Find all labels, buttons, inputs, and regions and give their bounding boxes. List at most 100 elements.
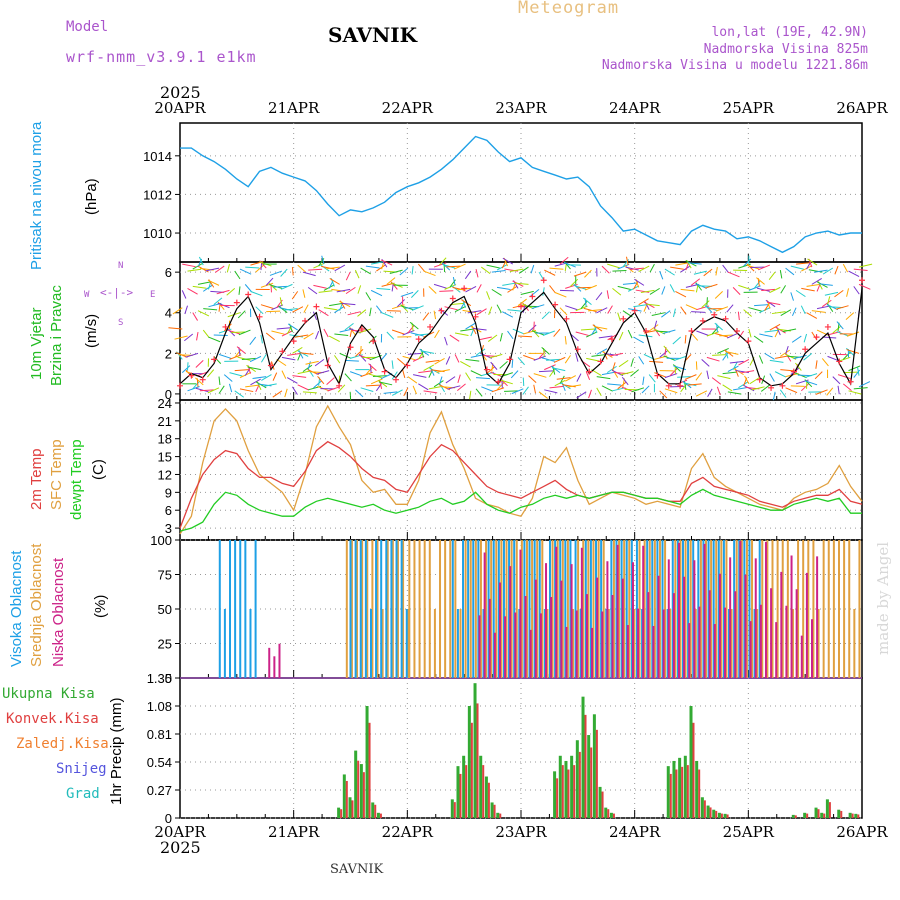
wind-arrow	[412, 385, 417, 395]
wind-arrow	[303, 304, 309, 313]
wind-arrow	[598, 335, 613, 339]
precip-conv-bar	[612, 813, 615, 818]
wind-arrow	[386, 331, 395, 340]
precip-bar	[365, 706, 369, 818]
wind-arrow	[785, 267, 795, 276]
wind-arrow	[407, 352, 422, 355]
wind-arrow	[184, 333, 194, 342]
wind-arrow	[717, 375, 731, 380]
precip-bar	[712, 809, 716, 818]
wind-arrow	[184, 305, 188, 315]
wind-arrow	[684, 374, 697, 380]
precip-bar	[359, 764, 363, 818]
wind-arrow	[813, 269, 828, 273]
wind-arrow	[596, 376, 611, 380]
wind-arrow	[814, 371, 823, 380]
wind-arrow	[460, 360, 471, 368]
wind-arrow	[803, 333, 808, 343]
wind-arrow	[507, 285, 518, 293]
wind-arrow	[749, 377, 760, 385]
wind-arrow	[607, 305, 613, 314]
wind-arrow	[570, 278, 579, 287]
wind-arrow	[732, 287, 741, 296]
wind-gust-mark	[483, 366, 490, 373]
wind-arrow	[400, 291, 414, 297]
wind-arrow	[328, 335, 340, 342]
wind-arrow	[457, 374, 461, 384]
wind-arrow	[769, 323, 781, 331]
wind-arrow	[617, 285, 631, 291]
wind-arrow	[491, 269, 506, 273]
precip-bar	[575, 740, 579, 818]
wind-arrow	[445, 376, 456, 384]
wind-gust-mark	[563, 315, 570, 322]
wind-arrow	[585, 371, 591, 380]
wind-arrow	[538, 271, 545, 281]
wind-arrow	[520, 290, 534, 296]
wind-arrow	[481, 266, 491, 275]
wind-arrow	[341, 302, 356, 306]
wind-gust-mark	[245, 291, 252, 298]
wind-arrow	[832, 325, 842, 334]
wind-arrow	[669, 367, 678, 376]
wind-arrow	[486, 291, 491, 300]
wind-arrow	[423, 270, 436, 277]
2m-temp-line	[179, 440, 863, 529]
wind-arrow	[207, 369, 215, 378]
x-label-top: 20APR	[154, 99, 206, 117]
wind-arrow	[549, 285, 556, 294]
sfc-temp-line	[179, 404, 863, 535]
wind-arrow	[263, 383, 277, 387]
wind-arrow	[369, 307, 372, 317]
precip-bar	[604, 807, 608, 818]
wind-arrow	[202, 329, 210, 338]
wind-arrow	[846, 349, 860, 354]
precip-conv-bar	[476, 703, 479, 818]
wind-arrow	[531, 304, 545, 309]
precip-conv-bar	[499, 813, 502, 818]
ytick-label-temperature: 21	[158, 414, 172, 429]
wind-arrow	[325, 266, 340, 270]
wind-arrow	[410, 332, 424, 337]
wind-arrow	[249, 355, 262, 363]
wind-gust-mark	[324, 362, 331, 369]
wind-arrow	[618, 331, 624, 341]
precip-conv-bar	[698, 769, 701, 818]
wind-gust-mark	[290, 338, 297, 345]
wind-arrow	[434, 329, 440, 339]
wind-arrow	[782, 328, 797, 333]
precip-bar	[581, 696, 585, 818]
wind-arrow	[517, 357, 525, 366]
wind-arrow	[321, 265, 335, 270]
wind-arrow	[391, 329, 405, 335]
wind-arrow	[580, 328, 595, 331]
wind-arrow	[344, 373, 352, 382]
wind-arrow	[433, 380, 444, 388]
wind-arrow	[314, 358, 325, 367]
wind-arrow	[439, 308, 449, 316]
wind-arrow	[528, 375, 537, 384]
wind-arrow	[260, 282, 274, 288]
precip-conv-bar	[607, 809, 610, 818]
wind-arrow	[842, 351, 851, 360]
wind-arrow	[265, 277, 274, 286]
ytick-label-clouds: 50	[158, 602, 172, 617]
wind-arrow	[444, 306, 458, 311]
wind-arrow	[685, 304, 698, 311]
wind-arrow	[672, 308, 676, 318]
wind-arrow	[727, 271, 740, 278]
wind-arrow	[583, 307, 597, 313]
wind-arrow	[319, 264, 330, 272]
wind-arrow	[772, 391, 776, 401]
wind-arrow	[502, 257, 514, 265]
x-label-bottom: 20APR	[154, 823, 206, 841]
wind-arrow	[654, 372, 667, 378]
wind-arrow	[218, 376, 221, 386]
wind-arrow	[638, 334, 653, 338]
precip-bar	[825, 799, 829, 818]
wind-arrow	[218, 353, 232, 359]
wind-arrow	[380, 259, 393, 266]
wind-arrow	[368, 373, 382, 379]
wind-arrow	[633, 336, 644, 344]
